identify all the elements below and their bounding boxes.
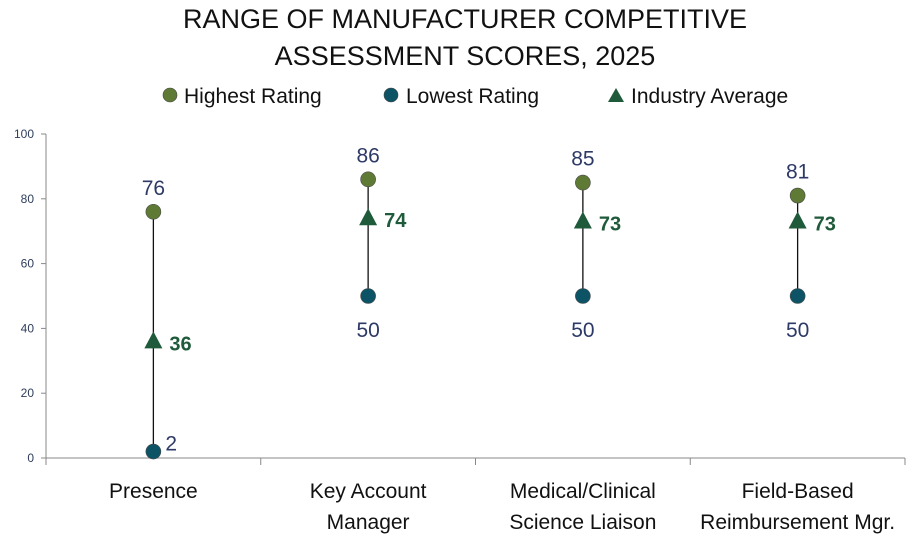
x-category-label-4-line-2: Reimbursement Mgr. (700, 511, 895, 534)
x-category-label-2-line-2: Manager (327, 511, 410, 534)
average-value-label-4: 73 (814, 213, 836, 235)
chart-title-line-1: RANGE OF MANUFACTURER COMPETITIVE (183, 4, 747, 34)
highest-value-label-2: 86 (356, 144, 379, 167)
average-value-label-3: 73 (599, 213, 621, 235)
lowest-value-label-4: 50 (786, 319, 809, 342)
y-tick-label-40: 40 (21, 321, 35, 335)
x-category-label-3-line-2: Science Liaison (509, 511, 656, 534)
y-tick-label-80: 80 (21, 192, 35, 206)
y-tick-label-20: 20 (21, 386, 35, 400)
y-tick-label-60: 60 (21, 257, 35, 271)
lowest-point-2 (360, 288, 376, 304)
legend-label-highest: Highest Rating (184, 85, 322, 108)
average-value-label-2: 74 (384, 210, 407, 232)
chart-title-line-2: ASSESSMENT SCORES, 2025 (275, 41, 656, 71)
highest-point-1 (145, 203, 162, 220)
y-tick-label-0: 0 (27, 451, 34, 465)
legend-label-lowest: Lowest Rating (406, 85, 539, 108)
x-category-label-1-line-1: Presence (109, 480, 198, 503)
average-value-label-1: 36 (169, 333, 191, 355)
lowest-value-label-1: 2 (165, 433, 177, 456)
average-point-3 (573, 211, 592, 229)
average-point-4 (788, 211, 807, 229)
highest-point-2 (360, 171, 376, 188)
lowest-point-3 (575, 288, 591, 304)
lowest-point-1 (145, 443, 162, 460)
highest-point-4 (789, 187, 806, 204)
highest-value-label-4: 81 (786, 161, 809, 184)
highest-point-3 (575, 174, 591, 191)
x-category-label-2-line-1: Key Account (310, 480, 427, 503)
average-point-2 (359, 208, 378, 226)
legend-marker-highest (162, 87, 178, 103)
lowest-value-label-3: 50 (571, 319, 594, 342)
legend-marker-lowest (383, 87, 399, 103)
x-category-label-4-line-1: Field-Based (742, 480, 854, 503)
legend-label-average: Industry Average (631, 85, 788, 108)
lowest-value-label-2: 50 (356, 319, 379, 342)
x-category-label-3-line-1: Medical/Clinical (510, 480, 656, 503)
highest-value-label-1: 76 (142, 177, 165, 200)
average-point-1 (144, 331, 163, 349)
highest-value-label-3: 85 (571, 148, 594, 171)
legend-marker-average (608, 88, 624, 102)
lowest-point-4 (789, 288, 806, 304)
y-tick-label-100: 100 (14, 127, 34, 141)
